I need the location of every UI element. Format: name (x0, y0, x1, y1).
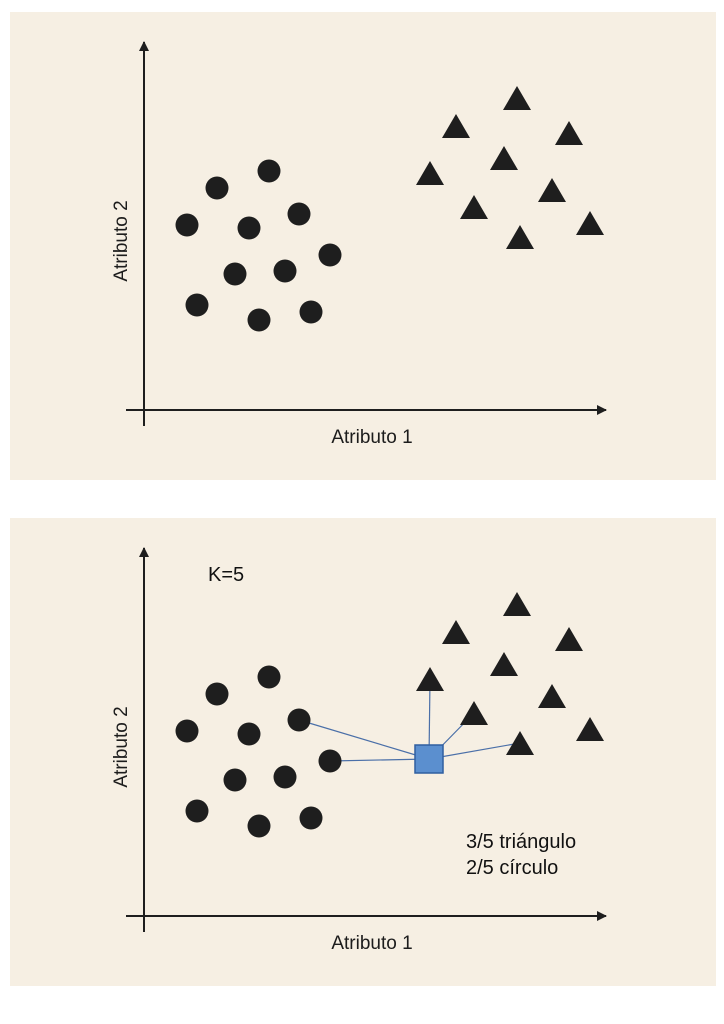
circle-point (175, 213, 199, 237)
triangle-point (416, 667, 444, 691)
circle-point (223, 262, 247, 286)
circle-point (237, 722, 261, 746)
circle-point (318, 749, 342, 773)
triangle-point (460, 195, 488, 219)
bottom-knn-panel: Atributo 1 Atributo 2 K=5 3/5 triángulo … (10, 518, 716, 986)
circle-point (185, 293, 209, 317)
triangle-point (442, 114, 470, 138)
circle-point (299, 300, 323, 324)
circle-point (247, 308, 271, 332)
neighbor-line (298, 719, 430, 760)
circle-point (223, 768, 247, 792)
data-marks (175, 592, 604, 838)
triangle-point (538, 178, 566, 202)
triangle-point (506, 731, 534, 755)
neighbor-lines (298, 678, 521, 762)
triangle-point (442, 620, 470, 644)
top-scatter-plot: Atributo 1 Atributo 2 (111, 41, 607, 448)
circle-point (299, 806, 323, 830)
triangle-point (538, 684, 566, 708)
data-marks (175, 86, 604, 332)
triangle-point (506, 225, 534, 249)
triangle-point (576, 211, 604, 235)
triangle-point (576, 717, 604, 741)
triangle-point (490, 652, 518, 676)
triangle-point (555, 627, 583, 651)
circle-point (287, 202, 311, 226)
triangle-point (416, 161, 444, 185)
triangle-point (503, 592, 531, 616)
circle-point (205, 176, 229, 200)
circle-point (287, 708, 311, 732)
triangle-point (490, 146, 518, 170)
triangle-point (503, 86, 531, 110)
neighbor-line (428, 742, 521, 760)
query-point-square (414, 744, 444, 774)
top-scatter-panel: Atributo 1 Atributo 2 (10, 12, 716, 480)
y-axis-label: Atributo 2 (111, 706, 132, 787)
circle-point (257, 159, 281, 183)
circle-point (185, 799, 209, 823)
x-axis-label: Atributo 1 (331, 427, 412, 448)
circle-result-label: 2/5 círculo (466, 857, 558, 879)
bottom-knn-plot: Atributo 1 Atributo 2 K=5 3/5 triángulo … (111, 547, 607, 954)
triangle-result-label: 3/5 triángulo (466, 831, 576, 853)
k-value-label: K=5 (208, 564, 244, 586)
circle-point (257, 665, 281, 689)
circle-point (175, 719, 199, 743)
neighbor-line (329, 758, 430, 762)
circle-point (318, 243, 342, 267)
triangle-point (460, 701, 488, 725)
triangle-point (555, 121, 583, 145)
x-axis-label: Atributo 1 (331, 933, 412, 954)
circle-point (205, 682, 229, 706)
circle-point (247, 814, 271, 838)
circle-point (273, 765, 297, 789)
circle-point (237, 216, 261, 240)
circle-point (273, 259, 297, 283)
y-axis-label: Atributo 2 (111, 200, 132, 281)
